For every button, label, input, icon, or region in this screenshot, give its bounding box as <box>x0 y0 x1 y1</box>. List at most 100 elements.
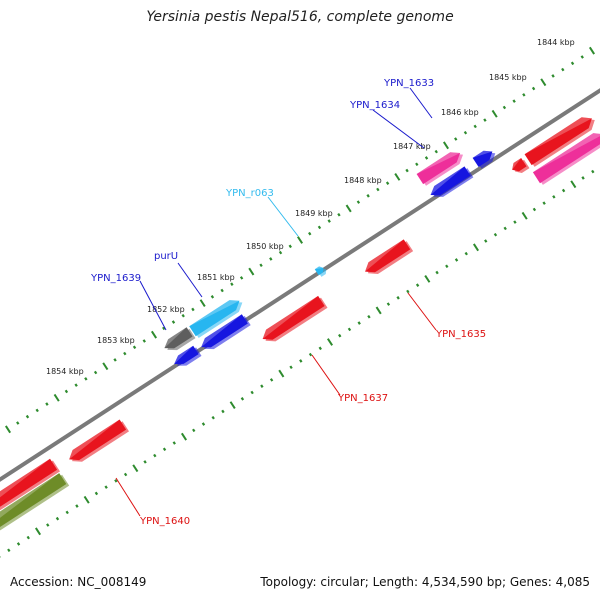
gene-arrow <box>189 300 240 337</box>
gene-label-ypn-1639[interactable]: YPN_1639 <box>90 273 141 284</box>
minor-tick <box>357 321 361 325</box>
gene-label-ypn-1635[interactable]: YPN_1635 <box>435 329 486 340</box>
minor-tick <box>463 130 468 135</box>
minor-tick <box>123 472 128 477</box>
minor-tick <box>93 370 98 375</box>
gene-ypn-1633[interactable] <box>416 147 467 187</box>
minor-tick <box>210 295 215 299</box>
gene-red-edge[interactable] <box>0 458 60 516</box>
major-tick <box>521 211 528 220</box>
gene-label-ypn-r063[interactable]: YPN_r063 <box>225 188 274 199</box>
kbp-label: 1852 kbp <box>147 305 185 314</box>
gene-blue-1638[interactable] <box>198 313 251 354</box>
minor-tick <box>356 200 361 204</box>
minor-tick <box>580 55 584 59</box>
minor-tick <box>484 239 488 243</box>
major-tick <box>424 274 431 283</box>
major-tick <box>296 236 304 244</box>
leader-line <box>267 196 299 237</box>
minor-tick <box>415 162 419 167</box>
kbp-label: 1844 kbp <box>537 38 575 47</box>
minor-tick <box>240 397 245 401</box>
minor-tick <box>483 118 487 122</box>
gene-ypn-1637[interactable] <box>259 295 328 346</box>
major-tick <box>491 109 498 118</box>
minor-tick <box>445 264 449 269</box>
kbp-labels: 1844 kbp 1845 kbp 1846 kbp 1847 kbp 1848… <box>46 38 575 376</box>
minor-tick <box>94 491 99 496</box>
minor-tick <box>561 67 565 72</box>
minor-tick <box>239 276 244 280</box>
minor-tick <box>191 307 195 312</box>
gene-outer-magenta[interactable] <box>532 128 600 186</box>
gene-features <box>0 112 600 535</box>
gene-blue-small-2[interactable] <box>171 345 202 371</box>
major-tick <box>278 369 285 378</box>
kbp-label: 1849 kbp <box>295 209 333 218</box>
minor-tick <box>46 523 50 527</box>
minor-tick <box>308 352 313 357</box>
minor-tick <box>260 384 264 388</box>
minor-tick <box>347 327 352 332</box>
minor-tick <box>318 346 322 351</box>
gene-outer-red[interactable] <box>524 112 599 168</box>
minor-tick <box>16 421 20 425</box>
minor-tick <box>327 219 331 223</box>
accession-text: Accession: NC_008149 <box>10 575 147 589</box>
major-tick <box>588 46 596 55</box>
minor-tick <box>84 377 88 381</box>
minor-tick <box>454 258 459 262</box>
minor-tick <box>366 194 370 198</box>
gene-small-blue[interactable] <box>472 146 499 169</box>
gene-ypn-r063[interactable] <box>314 264 328 278</box>
major-tick <box>150 330 158 339</box>
leader-line <box>177 262 203 298</box>
gene-label-puru[interactable]: purU <box>154 251 178 262</box>
minor-tick <box>289 365 293 370</box>
gene-ypn-1640[interactable] <box>66 419 130 467</box>
gene-ypn-1634[interactable] <box>428 166 474 203</box>
minor-tick <box>74 383 78 387</box>
gene-ypn-1639[interactable] <box>161 326 196 355</box>
genome-summary-text: Topology: circular; Length: 4,534,590 bp… <box>260 575 590 589</box>
minor-tick <box>434 149 438 154</box>
minor-tick <box>221 409 225 414</box>
leader-line <box>409 87 433 119</box>
gene-small-red[interactable] <box>509 157 530 176</box>
major-tick <box>394 172 401 181</box>
gene-highlight <box>524 117 592 155</box>
minor-tick <box>162 326 166 331</box>
minor-tick <box>181 313 185 318</box>
minor-tick <box>35 408 39 413</box>
minor-tick <box>464 251 468 256</box>
minor-tick <box>123 351 127 356</box>
gene-label-ypn-1633[interactable]: YPN_1633 <box>383 78 434 89</box>
gene-highlight <box>416 152 461 175</box>
gene-puru[interactable] <box>189 295 245 339</box>
gene-label-ypn-1637[interactable]: YPN_1637 <box>337 393 388 404</box>
gene-olive-edge[interactable] <box>0 472 70 535</box>
minor-tick <box>317 225 322 230</box>
minor-tick <box>532 207 537 212</box>
gene-labels: YPN_1633 YPN_1634 YPN_r063 purU YPN_1639… <box>90 78 486 527</box>
gene-ypn-1635[interactable] <box>362 239 414 280</box>
minor-tick <box>7 548 11 553</box>
minor-tick <box>259 263 263 268</box>
minor-tick <box>143 460 147 464</box>
minor-tick <box>551 74 555 78</box>
gene-arrow <box>365 239 411 273</box>
gene-label-ypn-1640[interactable]: YPN_1640 <box>139 516 190 527</box>
gene-arrow <box>416 152 461 185</box>
major-tick <box>442 141 450 150</box>
map-title: Yersinia pestis Nepal516, complete genom… <box>146 9 454 25</box>
minor-tick <box>114 479 118 483</box>
major-tick <box>375 306 382 315</box>
minor-tick <box>473 124 477 129</box>
major-tick <box>132 464 139 473</box>
gene-highlight <box>472 150 493 158</box>
inner-tick-track <box>0 169 595 558</box>
label-leaders <box>115 87 437 517</box>
leader-line <box>372 109 425 149</box>
minor-tick <box>338 333 342 338</box>
gene-label-ypn-1634[interactable]: YPN_1634 <box>349 100 400 111</box>
